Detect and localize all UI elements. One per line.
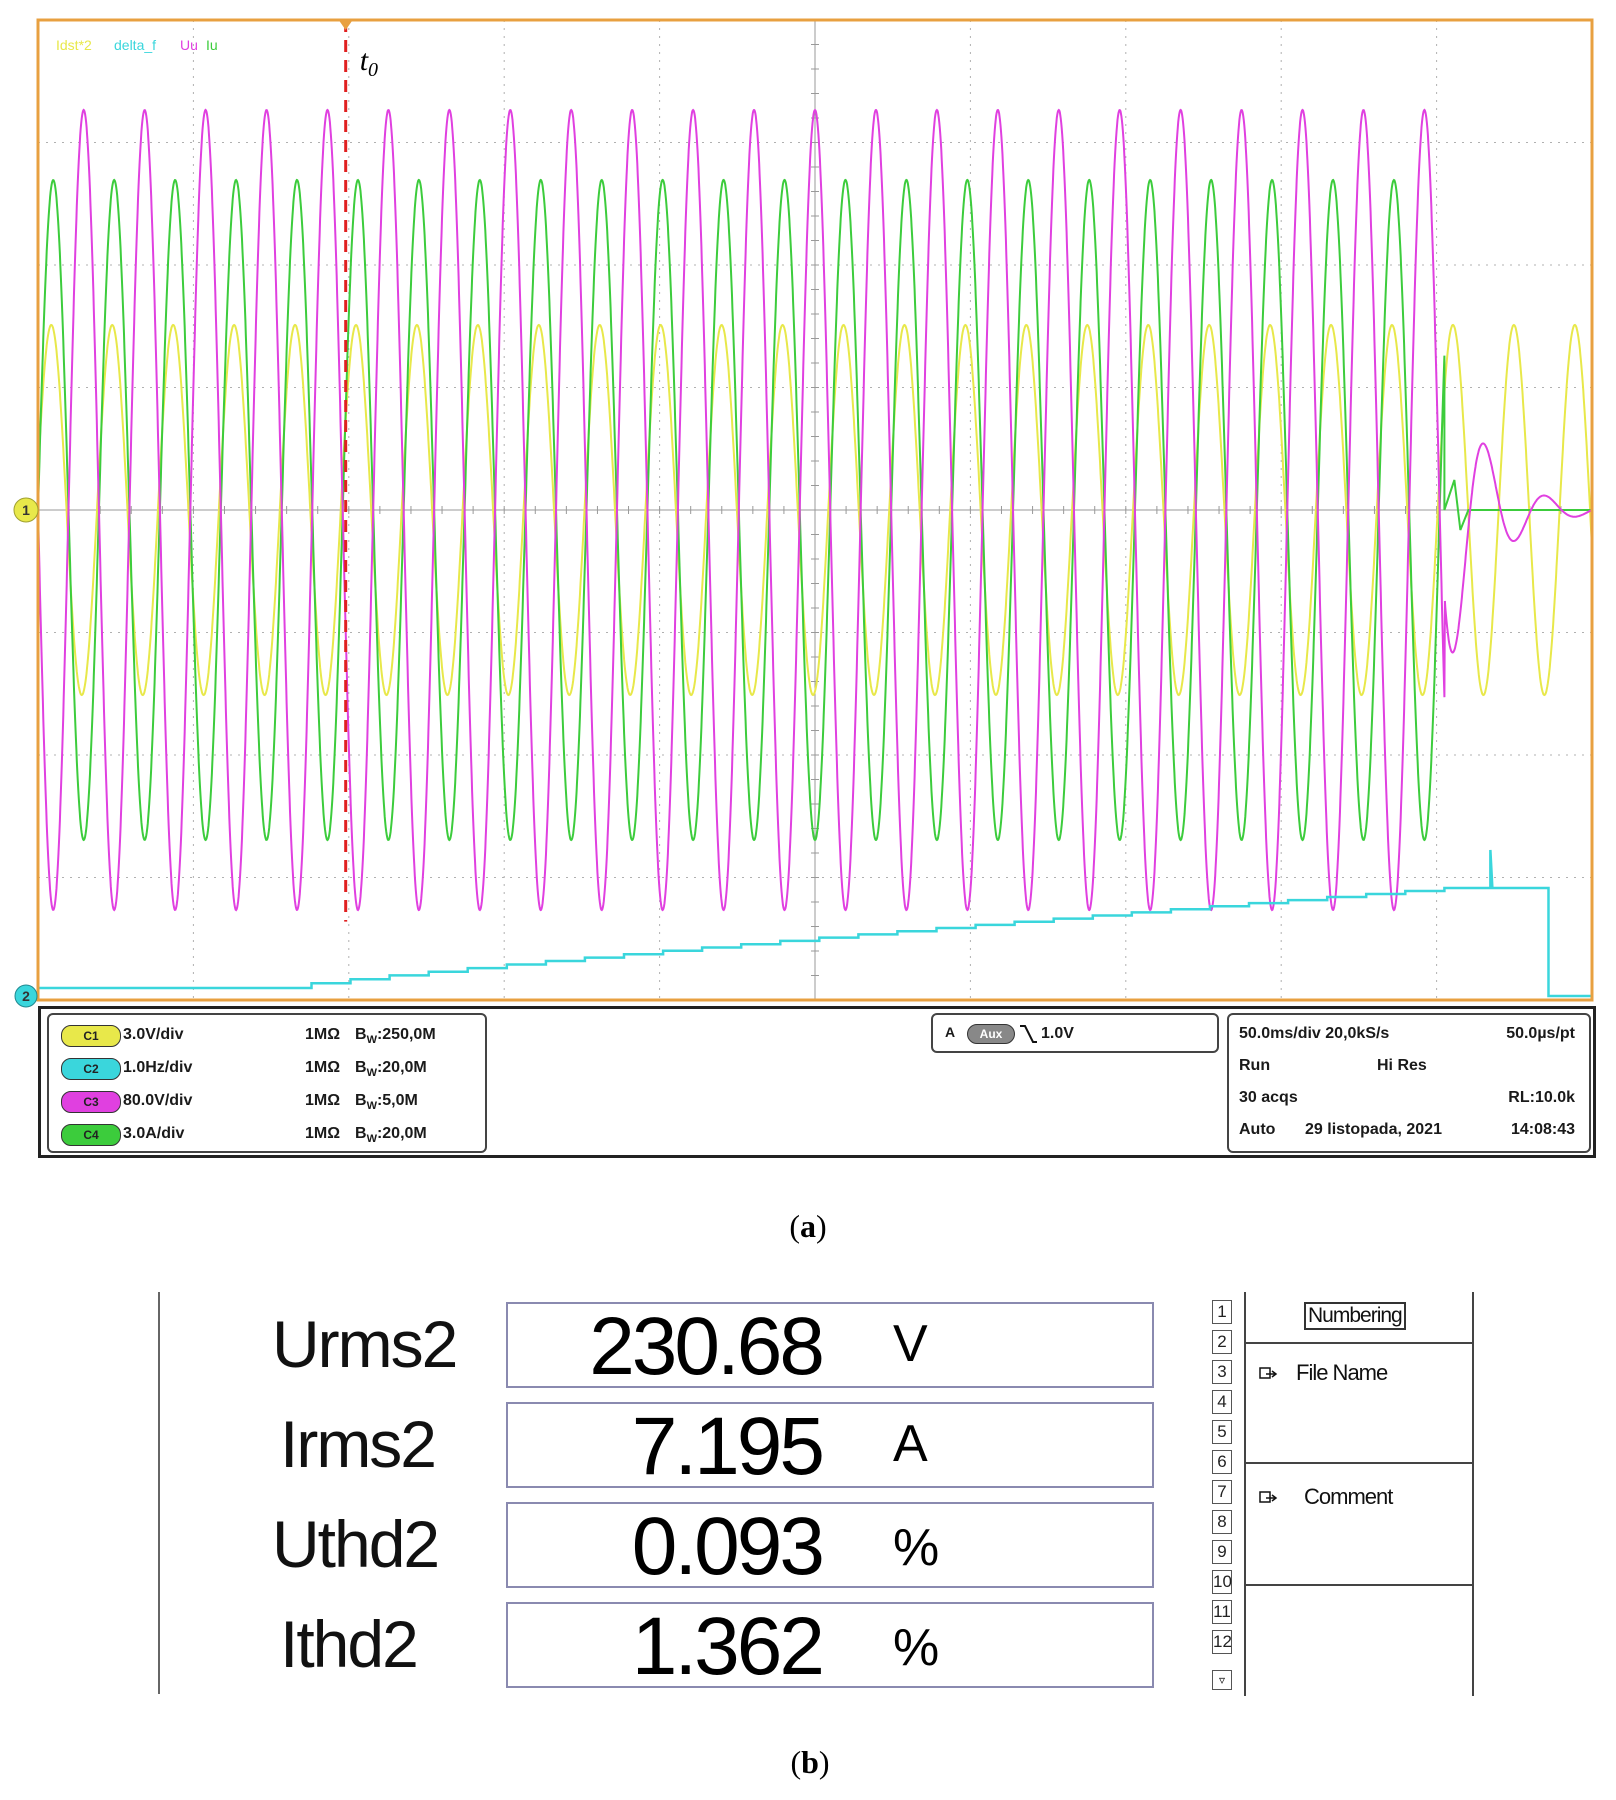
side-number-4[interactable]: 4 [1212, 1390, 1232, 1414]
measurement-label: Irms2 [280, 1407, 437, 1481]
channel-row-c3: C3 80.0V/div 1MΩ BW:5,0M [49, 1089, 479, 1115]
measurement-value-box: 0.093% [506, 1501, 1154, 1592]
channel-pill[interactable]: C2 [61, 1058, 121, 1080]
edit-icon [1259, 1491, 1278, 1503]
channel-bandwidth: BW:20,0M [355, 1059, 427, 1080]
timebase-rate: 50.0ms/div 20,0kS/s [1239, 1025, 1390, 1042]
analyzer-left-rule [158, 1292, 160, 1694]
legend-entry-1: delta_f [114, 37, 156, 53]
channel-bandwidth: BW:5,0M [355, 1092, 418, 1113]
channel-row-c1: C1 3.0V/div 1MΩ BW:250,0M [49, 1023, 479, 1049]
channel-impedance: 1MΩ [305, 1059, 341, 1076]
legend-entry-2: Uu [180, 37, 198, 53]
channel-bandwidth: BW:250,0M [355, 1026, 436, 1047]
capture-date: 29 listopada, 2021 [1305, 1121, 1442, 1138]
caption-b: (b) [790, 1744, 830, 1780]
scope-settings-panel: C1 3.0V/div 1MΩ BW:250,0M C2 1.0Hz/div 1MΩ BW:2… [38, 1006, 1596, 1158]
channel-pill[interactable]: C1 [61, 1025, 121, 1047]
channel-bandwidth: BW:20,0M [355, 1125, 427, 1146]
measurement-unit: V [893, 1315, 928, 1373]
measurement-value: 1.362 [631, 1601, 825, 1692]
channel-2-marker-label: 2 [22, 988, 30, 1004]
measurement-label: Uthd2 [272, 1507, 440, 1581]
trigger-position-arrow [338, 20, 353, 30]
channel-scale: 1.0Hz/div [123, 1059, 193, 1076]
channel-row-c4: C4 3.0A/div 1MΩ BW:20,0M [49, 1122, 479, 1148]
trigger-mode: A [945, 1024, 956, 1040]
file-name-menu-item[interactable]: File Name [1258, 1360, 1388, 1386]
channel-scale: 3.0A/div [123, 1125, 185, 1142]
t0-marker-label: t0 [360, 44, 378, 81]
side-number-2[interactable]: 2 [1212, 1330, 1232, 1354]
side-number-3[interactable]: 3 [1212, 1360, 1232, 1384]
channel-impedance: 1MΩ [305, 1125, 341, 1142]
measurement-value-box: 230.68 V [506, 1301, 1154, 1392]
falling-edge-icon [1020, 1025, 1037, 1043]
channel-impedance: 1MΩ [305, 1092, 341, 1109]
channel-2-marker [14, 984, 38, 1008]
trace-delta-f [38, 849, 1592, 998]
measurement-label: Ithd2 [280, 1607, 419, 1681]
side-number-11[interactable]: 11 [1212, 1600, 1232, 1624]
measurement-value: 7.195 [631, 1401, 825, 1492]
side-menu-frame [1210, 1292, 1474, 1696]
side-number-7[interactable]: 7 [1212, 1480, 1232, 1504]
side-number-12[interactable]: 12 [1212, 1630, 1232, 1654]
acq-mode: Hi Res [1377, 1057, 1427, 1074]
measurement-value: 230.68 [589, 1301, 825, 1392]
acq-count: 30 acqs [1239, 1089, 1298, 1106]
measurement-unit: % [893, 1619, 940, 1677]
side-scroll-down-icon[interactable]: ▿ [1212, 1670, 1232, 1690]
capture-time: 14:08:43 [1510, 1121, 1575, 1138]
comment-menu-item[interactable]: Comment [1258, 1484, 1393, 1510]
acq-state: Run [1239, 1057, 1271, 1074]
side-number-9[interactable]: 9 [1212, 1540, 1232, 1564]
trace-iu [37, 178, 1592, 842]
side-number-8[interactable]: 8 [1212, 1510, 1232, 1534]
trigger-auto: Auto [1239, 1121, 1276, 1138]
legend-entry-0: Idst*2 [56, 37, 92, 53]
measurement-value-box: 7.195 A [506, 1401, 1154, 1492]
measurement-value: 0.093 [631, 1501, 825, 1592]
measurement-unit: A [893, 1415, 928, 1473]
legend-entry-3: Iu [206, 37, 218, 53]
side-number-10[interactable]: 10 [1212, 1570, 1232, 1594]
channel-1-marker-label: 1 [22, 502, 30, 518]
channel-row-c2: C2 1.0Hz/div 1MΩ BW:20,0M [49, 1056, 479, 1082]
trace-idst [37, 323, 1593, 697]
caption-a: (a) [789, 1208, 827, 1244]
channel-pill[interactable]: C4 [61, 1124, 121, 1146]
timebase-settings-box: 50.0ms/div 20,0kS/s 50.0µs/pt Run Hi Res… [1227, 1013, 1591, 1153]
trigger-settings-box: A Aux 1.0V [931, 1013, 1219, 1053]
channel-scale: 3.0V/div [123, 1026, 184, 1043]
channel-scale: 80.0V/div [123, 1092, 193, 1109]
trigger-level: 1.0V [1041, 1025, 1074, 1042]
channel-pill[interactable]: C3 [61, 1091, 121, 1113]
side-number-5[interactable]: 5 [1212, 1420, 1232, 1444]
trigger-source-pill: Aux [967, 1024, 1015, 1044]
record-length: RL:10.0k [1508, 1089, 1575, 1106]
side-number-6[interactable]: 6 [1212, 1450, 1232, 1474]
measurement-label: Urms2 [272, 1307, 458, 1381]
channel-1-marker [13, 497, 39, 523]
numbering-menu-item[interactable]: Numbering [1304, 1302, 1406, 1330]
channel-impedance: 1MΩ [305, 1026, 341, 1043]
side-number-1[interactable]: 1 [1212, 1300, 1232, 1324]
edit-icon [1259, 1367, 1278, 1379]
measurement-value-box: 1.362% [506, 1601, 1154, 1692]
channel-settings-box: C1 3.0V/div 1MΩ BW:250,0M C2 1.0Hz/div 1MΩ BW:2… [47, 1013, 487, 1153]
trace-uu [37, 108, 1593, 912]
measurement-unit: % [893, 1519, 940, 1577]
oscilloscope-plot: t0 Idst*2 delta_f Uu Iu 1 2 [13, 18, 1594, 1008]
timebase-per-point: 50.0µs/pt [1506, 1025, 1575, 1042]
